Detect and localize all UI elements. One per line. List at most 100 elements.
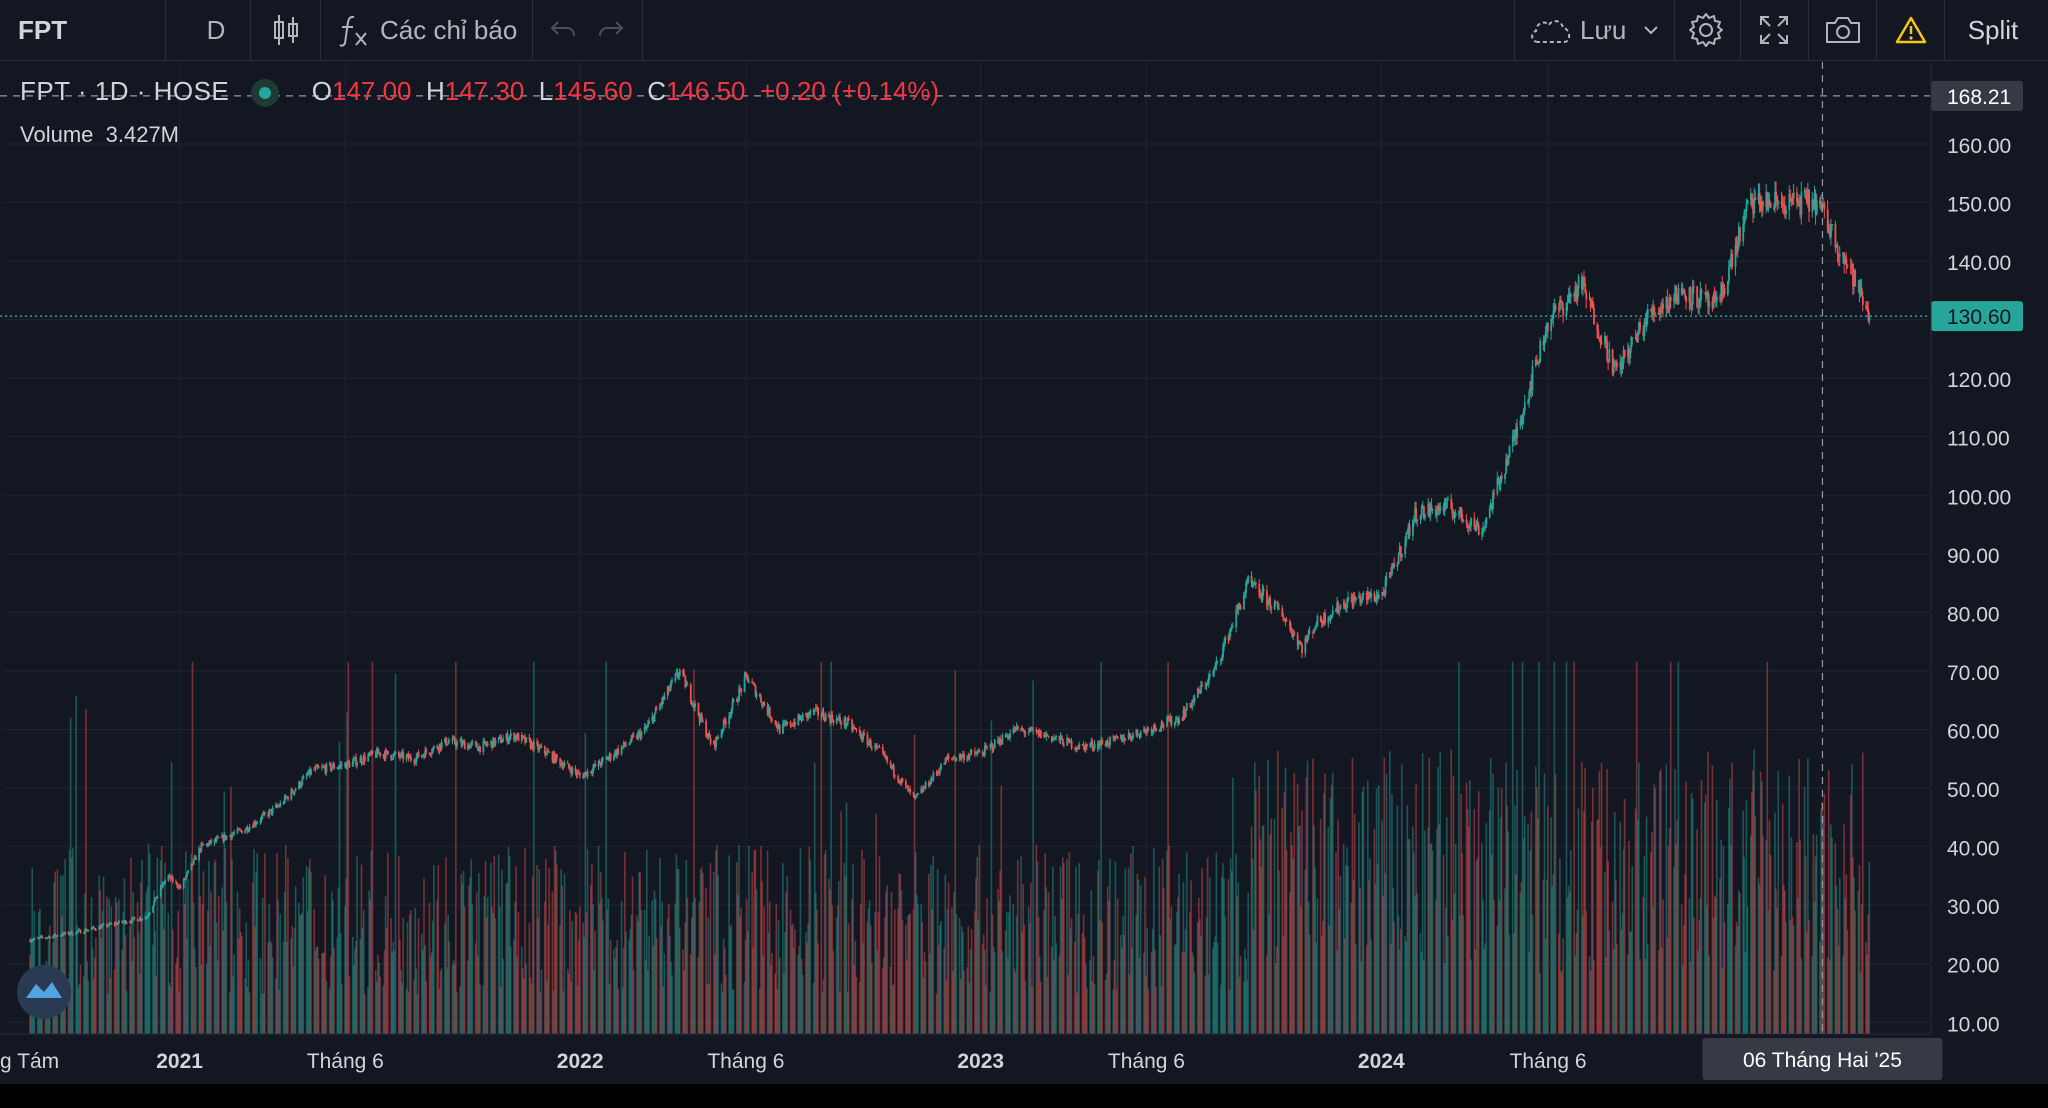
candle-body <box>1812 199 1815 206</box>
volume-bar <box>1030 882 1032 1034</box>
volume-bar <box>993 951 996 1034</box>
volume-bar <box>954 670 956 1034</box>
price-chart[interactable]: 160.00150.00140.00130.00120.00110.00100.… <box>0 62 2048 1108</box>
volume-bar <box>199 896 201 1034</box>
volume-bar <box>1127 867 1130 1034</box>
volume-bar <box>868 900 871 1034</box>
candle-body <box>1815 200 1818 215</box>
volume-bar <box>1207 974 1210 1034</box>
candle-body <box>867 742 870 746</box>
volume-bar <box>1337 819 1339 1034</box>
volume-bar <box>590 884 592 1034</box>
price-tick-label: 70.00 <box>1947 662 2000 685</box>
candle-body <box>30 940 33 943</box>
candle-body <box>114 922 117 925</box>
candle-body <box>1505 458 1508 474</box>
candle-body <box>791 725 794 727</box>
candle-body <box>92 926 95 929</box>
volume-bar <box>1812 834 1815 1034</box>
volume-bar <box>746 931 749 1034</box>
candle-body <box>1515 430 1517 438</box>
volume-bar <box>1255 790 1257 1034</box>
volume-bar <box>660 925 662 1034</box>
volume-bar <box>486 897 489 1034</box>
volume-bar <box>1808 919 1810 1034</box>
alert-button[interactable] <box>1890 0 1932 60</box>
volume-bar <box>738 844 740 1034</box>
volume-bar <box>1190 880 1192 1034</box>
indicators-button[interactable]: Các chỉ báo <box>336 0 522 60</box>
candle-body <box>891 765 894 768</box>
volume-bar <box>1376 864 1379 1034</box>
volume-bar <box>598 903 601 1034</box>
volume-bar <box>963 969 965 1034</box>
candle-body <box>1646 308 1649 318</box>
toolbar-divider <box>532 0 533 60</box>
save-menu-button[interactable] <box>1638 0 1664 60</box>
snapshot-button[interactable] <box>1822 0 1864 60</box>
redo-button[interactable] <box>594 0 628 60</box>
volume-bar <box>669 935 671 1034</box>
split-button[interactable]: Split <box>1958 0 2028 60</box>
candle-body <box>1370 593 1373 598</box>
volume-bar <box>931 909 933 1034</box>
candle-body <box>1551 318 1554 320</box>
candle-body <box>1061 739 1064 745</box>
candle-body <box>1751 193 1753 205</box>
volume-bar <box>1583 811 1585 1034</box>
candle-body <box>863 733 866 735</box>
interval-button[interactable]: D <box>196 0 236 60</box>
volume-bar <box>509 946 512 1034</box>
candle-body <box>1675 285 1678 303</box>
candle-body <box>1557 309 1560 311</box>
volume-bar <box>102 876 105 1034</box>
candle-body <box>1320 621 1323 623</box>
candle-body <box>1228 631 1231 641</box>
candle-body <box>1629 348 1632 359</box>
candle-body <box>1465 519 1468 524</box>
volume-bar <box>951 907 953 1034</box>
market-status-icon <box>250 79 279 108</box>
volume-bar <box>737 894 739 1034</box>
volume-bar <box>1031 986 1033 1034</box>
volume-bar <box>282 941 285 1034</box>
volume-bar <box>322 953 324 1034</box>
candle-body <box>931 778 934 780</box>
candle-body <box>984 745 986 756</box>
candle-body <box>1084 744 1087 751</box>
candle-body <box>1568 294 1571 297</box>
candle-style-button[interactable] <box>266 0 306 60</box>
candle-body <box>1029 727 1031 732</box>
fullscreen-button[interactable] <box>1754 0 1794 60</box>
time-axis-label: Tháng 6 <box>707 1050 784 1073</box>
settings-button[interactable] <box>1686 0 1726 60</box>
candle-body <box>1112 736 1115 738</box>
candle-body <box>236 828 239 833</box>
volume-bar <box>344 905 346 1034</box>
candle-body <box>632 735 635 737</box>
candle-body <box>213 839 216 844</box>
volume-bar <box>904 924 907 1034</box>
candle-body <box>1106 740 1109 746</box>
candle-body <box>1650 308 1652 311</box>
chart-area[interactable]: 160.00150.00140.00130.00120.00110.00100.… <box>0 62 2048 1108</box>
save-button[interactable]: Lưu <box>1528 0 1658 60</box>
volume-bar <box>1728 808 1730 1034</box>
volume-bar <box>1251 858 1254 1034</box>
candle-body <box>1244 593 1246 596</box>
volume-bar <box>1291 845 1293 1034</box>
undo-button[interactable] <box>546 0 580 60</box>
candle-body <box>279 802 282 807</box>
volume-bar <box>625 931 627 1034</box>
volume-bar <box>1338 908 1341 1034</box>
candle-body <box>1193 697 1196 702</box>
candle-body <box>978 751 981 753</box>
symbol-search-button[interactable]: FPT <box>18 0 78 60</box>
volume-bar <box>786 876 789 1034</box>
volume-bar <box>1675 844 1677 1034</box>
candle-body <box>1365 592 1368 600</box>
candle-body <box>583 773 586 778</box>
crosshair-price-badge <box>1931 80 2023 111</box>
volume-bar <box>1860 904 1863 1034</box>
candle-body <box>1046 734 1049 736</box>
